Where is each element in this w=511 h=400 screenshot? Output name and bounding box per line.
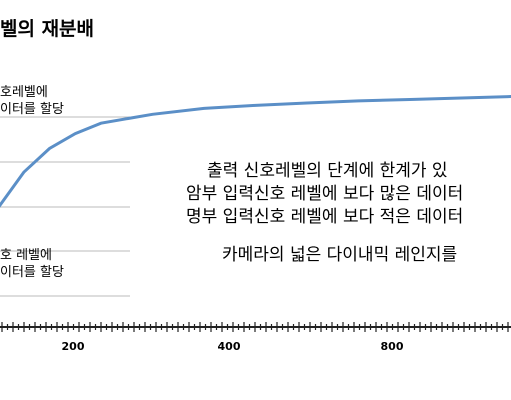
top-annotation-line-2: 이터를 할당: [0, 102, 64, 117]
explanation-line-4: 카메라의 넓은 다이내믹 레인지를: [222, 245, 458, 265]
explanation-line-1: 출력 신호레벨의 단계에 한계가 있: [207, 161, 448, 181]
bottom-annotation: 호 레벨에 이터를 할당: [0, 247, 64, 281]
x-tick-labels: 200 400 800: [62, 340, 404, 353]
gridlines: [0, 116, 130, 297]
series-curve-line: [0, 95, 511, 208]
bottom-annotation-line-1: 호 레벨에: [0, 248, 52, 263]
x-tick-label: 200: [62, 340, 85, 353]
bottom-annotation-line-2: 이터를 할당: [0, 265, 64, 280]
x-axis: [0, 322, 511, 332]
explanation-line-3: 명부 입력신호 레벨에 보다 적은 데이터: [186, 207, 464, 227]
x-tick-label: 400: [218, 340, 241, 353]
top-annotation: 호레벨에 이터를 할당: [0, 84, 64, 118]
chart-title: 벨의 재분배: [0, 18, 95, 40]
x-tick-label: 800: [381, 340, 404, 353]
explanation-line-2: 암부 입력신호 레벨에 보다 많은 데이터: [186, 184, 464, 204]
top-annotation-line-1: 호레벨에: [0, 85, 48, 100]
